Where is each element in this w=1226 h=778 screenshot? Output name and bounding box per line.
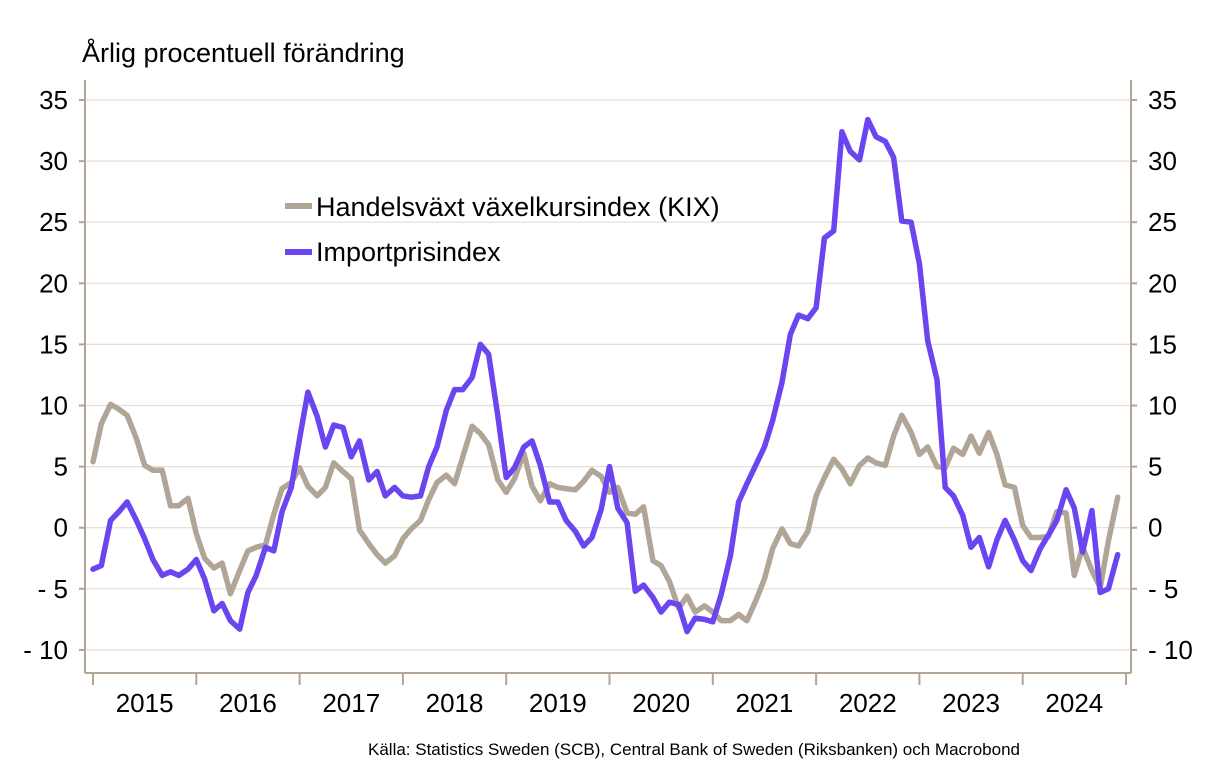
y-tick-label-left-1: 30 [39,146,68,176]
y-axis-left: 35 30 25 20 15 10 5 0 - 5 - 10 [23,85,85,665]
x-tick-label-6: 2021 [736,688,794,718]
y-tick-label-left-8: - 5 [38,574,68,604]
y-tick-label-right-8: - 5 [1148,574,1178,604]
legend-label-import: Importprisindex [316,237,501,267]
x-tick-label-4: 2019 [529,688,587,718]
y-tick-label-right-5: 10 [1148,391,1177,421]
gridlines [85,99,1131,651]
x-tick-label-9: 2024 [1045,688,1103,718]
y-tick-label-left-4: 15 [39,329,68,359]
x-axis: 2015 2016 2017 2018 2019 2020 2021 2022 2023 2024 [92,673,1127,718]
x-tick-label-0: 2015 [116,688,174,718]
y-tick-label-right-7: 0 [1148,513,1162,543]
y-tick-label-left-7: 0 [54,513,68,543]
y-tick-label-left-3: 20 [39,268,68,298]
y-tick-label-left-0: 35 [39,85,68,115]
legend: Handelsväxt växelkursindex (KIX) Importp… [285,192,720,267]
x-tick-label-3: 2018 [426,688,484,718]
x-tick-label-1: 2016 [219,688,277,718]
y-tick-label-right-1: 30 [1148,146,1177,176]
y-tick-label-left-5: 10 [39,391,68,421]
legend-label-kix: Handelsväxt växelkursindex (KIX) [316,192,720,222]
source-note: Källa: Statistics Sweden (SCB), Central … [368,740,1020,759]
x-tick-label-2: 2017 [322,688,380,718]
series-lines [90,116,1121,635]
y-tick-label-left-9: - 10 [23,635,68,665]
x-tick-label-8: 2023 [942,688,1000,718]
x-tick-label-7: 2022 [839,688,897,718]
y-tick-label-right-3: 20 [1148,268,1177,298]
y-axis-right: 35 30 25 20 15 10 5 0 - 5 - 10 [1131,85,1193,665]
series-line-1 [90,116,1121,635]
y-tick-label-right-6: 5 [1148,452,1162,482]
y-tick-label-left-2: 25 [39,207,68,237]
y-tick-label-right-4: 15 [1148,329,1177,359]
y-tick-label-right-2: 25 [1148,207,1177,237]
y-tick-label-right-0: 35 [1148,85,1177,115]
y-axis-title: Årlig procentuell förändring [82,38,405,68]
axes [84,80,1132,674]
y-tick-label-left-6: 5 [54,452,68,482]
y-tick-label-right-9: - 10 [1148,635,1193,665]
x-tick-label-5: 2020 [632,688,690,718]
